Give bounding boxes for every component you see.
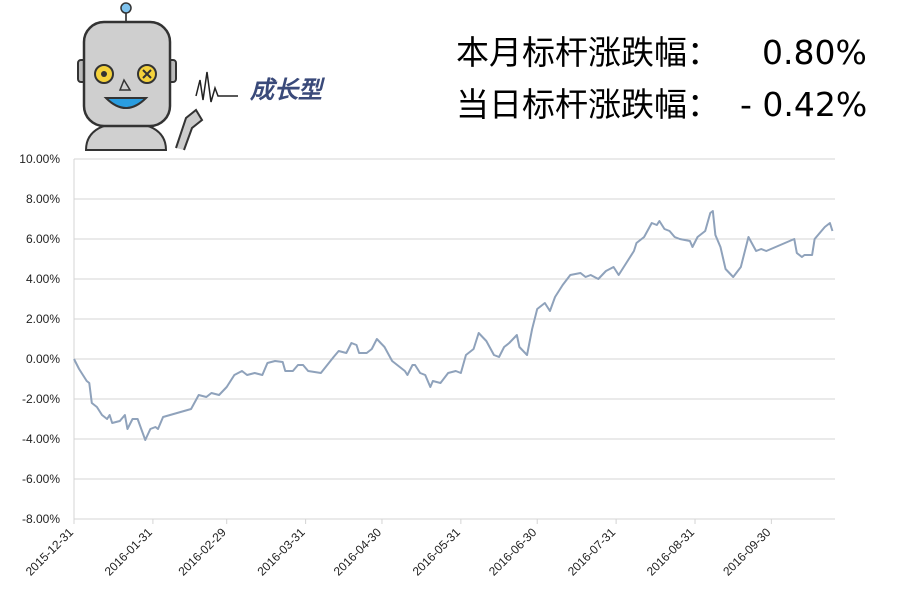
x-tick-label: 2016-07-31 <box>565 525 619 579</box>
x-tick-label: 2016-09-30 <box>720 525 774 579</box>
summary-value: - 0.42% <box>740 85 867 124</box>
y-tick-label: -4.00% <box>22 432 60 446</box>
x-tick-label: 2016-05-31 <box>410 525 464 579</box>
logo-text: 成长型 <box>249 76 325 104</box>
y-tick-label: -8.00% <box>22 512 60 526</box>
y-tick-label: 8.00% <box>26 192 60 206</box>
y-tick-label: 0.00% <box>26 352 60 366</box>
y-tick-label: -6.00% <box>22 472 60 486</box>
summary-label: 本月标杆涨跌幅： <box>456 33 720 72</box>
summary-value: 0.80% <box>762 33 867 72</box>
y-tick-label: 10.00% <box>19 152 60 166</box>
x-tick-label: 2015-12-31 <box>23 525 77 579</box>
x-tick-label: 2016-06-30 <box>486 525 540 579</box>
y-tick-label: 6.00% <box>26 232 60 246</box>
x-tick-label: 2016-01-31 <box>102 525 156 579</box>
x-tick-label: 2016-04-30 <box>331 525 385 579</box>
y-tick-label: -2.00% <box>22 392 60 406</box>
y-tick-label: 4.00% <box>26 272 60 286</box>
x-tick-label: 2016-02-29 <box>176 525 230 579</box>
robot-logo: 成长型 <box>77 2 325 151</box>
x-tick-label: 2016-08-31 <box>644 525 698 579</box>
series-line <box>73 210 834 441</box>
y-tick-label: 2.00% <box>26 312 60 326</box>
summary-label: 当日标杆涨跌幅： <box>456 85 720 124</box>
x-tick-label: 2016-03-31 <box>254 525 308 579</box>
